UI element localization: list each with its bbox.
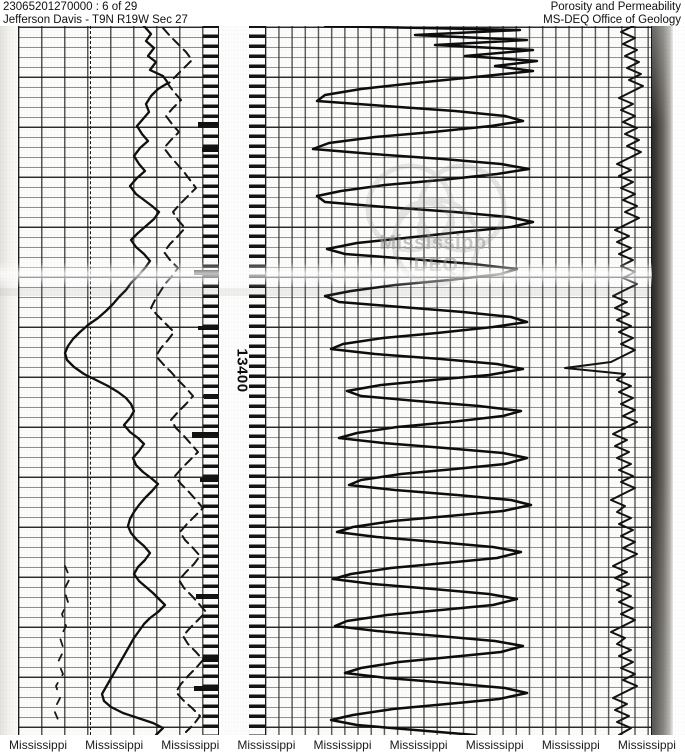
log-id-label: 23065201270000 : 6 of 29 (3, 1, 138, 13)
agency-label: MS-DEQ Office of Geology (543, 13, 681, 26)
log-type-label: Porosity and Permeability (550, 1, 681, 13)
depth-tick-ladder-right (249, 26, 265, 735)
page-header: 23065201270000 : 6 of 29 Jefferson Davis… (0, 0, 685, 26)
location-label: Jefferson Davis - T9N R19W Sec 27 (3, 13, 188, 26)
left-track-border (18, 26, 219, 735)
footer-watermark-item: Mississippi (313, 738, 372, 752)
scan-edge-shadow (652, 26, 673, 735)
paper-margin-strip (0, 26, 18, 735)
depth-value-label: 13400 (233, 348, 251, 393)
footer-watermark-item: Mississippi (237, 738, 296, 752)
right-track-border (265, 26, 652, 735)
footer-watermark-item: Mississippi (85, 738, 144, 752)
depth-tick-ladder-left (203, 26, 219, 735)
well-log-scan: 13400 Mississippi DEQ (0, 26, 685, 735)
footer-watermark-item: Mississippi (389, 738, 448, 752)
footer-watermark-item: Mississippi (541, 738, 600, 752)
footer-watermark-item: Mississippi (9, 738, 68, 752)
footer-watermark-item: Mississippi (161, 738, 220, 752)
page-footer: Mississippi Mississippi Mississippi Mississ… (0, 735, 685, 755)
scan-outer-margin (673, 26, 685, 735)
footer-watermark-item: Mississippi (617, 738, 676, 752)
left-track (18, 26, 219, 735)
footer-watermark-item: Mississippi (465, 738, 524, 752)
header-right-block: Porosity and Permeability MS-DEQ Office … (543, 1, 681, 26)
right-track (265, 26, 652, 735)
footer-watermark-row: Mississippi Mississippi Mississippi Mississ… (0, 735, 685, 755)
header-left-block: 23065201270000 : 6 of 29 Jefferson Davis… (3, 1, 188, 26)
